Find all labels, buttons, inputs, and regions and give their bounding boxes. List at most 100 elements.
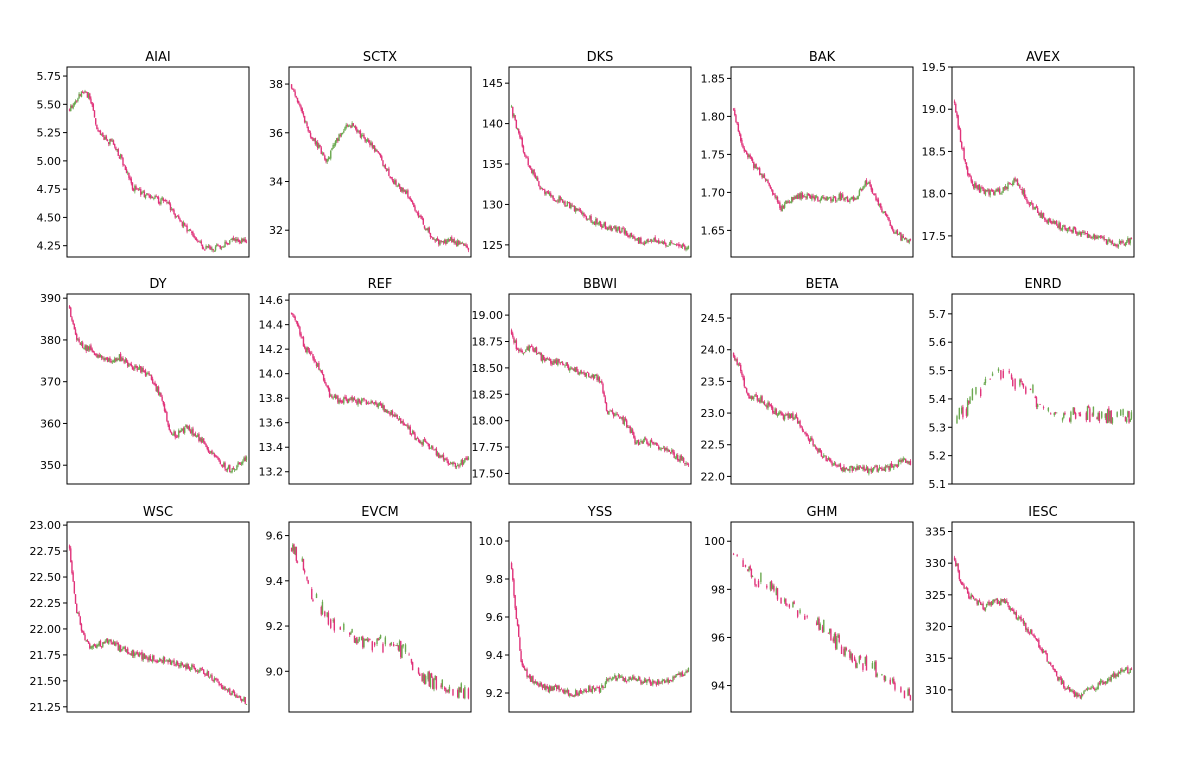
y-tick-label: 1.70 xyxy=(701,186,726,199)
candle-body xyxy=(792,413,794,419)
candle-body xyxy=(376,404,378,407)
candle-body xyxy=(652,240,654,242)
candle-body xyxy=(598,221,601,224)
candle-body xyxy=(162,401,165,405)
candle-body xyxy=(112,360,115,363)
candle-body xyxy=(373,642,376,646)
candle-body xyxy=(131,366,134,370)
candle-body xyxy=(371,143,373,148)
candle-body xyxy=(655,682,658,686)
candle-body xyxy=(1101,411,1103,418)
candle-body xyxy=(772,585,774,590)
candle-body xyxy=(136,188,138,190)
plot-frame xyxy=(66,66,250,258)
candle-body xyxy=(1124,668,1127,671)
candle-body xyxy=(559,689,561,691)
candle-body xyxy=(434,676,436,680)
candle-body xyxy=(81,92,84,94)
candle-body xyxy=(875,465,877,467)
candle-body xyxy=(159,392,161,396)
candle-body xyxy=(184,223,186,226)
candle-body xyxy=(955,560,957,567)
candle-body xyxy=(755,394,757,396)
candle-body xyxy=(839,464,842,468)
candle-body xyxy=(588,373,590,377)
candle-body xyxy=(346,399,349,403)
candle-body xyxy=(292,313,294,315)
candle-body xyxy=(1008,182,1010,184)
candle-body xyxy=(1101,237,1103,239)
candle-body xyxy=(362,398,364,400)
candle-body xyxy=(800,193,802,199)
candle-body xyxy=(781,205,783,211)
candle-body xyxy=(179,665,181,668)
y-tick-label: 9.0 xyxy=(266,665,284,678)
candle-body xyxy=(980,601,982,605)
candle-body xyxy=(824,197,826,200)
candle-body xyxy=(207,449,210,453)
candle-body xyxy=(416,212,419,214)
candle-body xyxy=(578,209,580,210)
candle-body xyxy=(445,688,447,692)
y-tick-label: 22.75 xyxy=(30,545,62,558)
candle-body xyxy=(615,413,617,415)
candle-body xyxy=(441,455,443,458)
candle-body xyxy=(597,687,599,689)
candle-body xyxy=(1109,679,1111,681)
candle-body xyxy=(111,140,114,142)
candle-body xyxy=(956,416,958,424)
panel-title: GHM xyxy=(806,505,837,520)
candle-body xyxy=(137,189,140,191)
candle-body xyxy=(899,232,901,234)
candle-body xyxy=(864,469,867,471)
candle-body xyxy=(542,684,545,688)
candle-body xyxy=(609,677,611,679)
candle-body xyxy=(210,246,212,250)
candle-body xyxy=(201,668,204,670)
candle-body xyxy=(224,241,226,248)
candle-body xyxy=(176,215,179,217)
candle-body xyxy=(68,109,71,111)
candle-body xyxy=(129,364,131,365)
candle-body xyxy=(169,430,172,433)
candle-body xyxy=(850,653,852,659)
candle-body xyxy=(1116,245,1118,247)
candle-body xyxy=(611,410,614,413)
candle-body xyxy=(767,402,769,409)
candle-body xyxy=(186,425,188,428)
candle-body xyxy=(889,463,891,471)
candle-body xyxy=(823,619,825,632)
candle-body xyxy=(671,450,673,452)
candle-body xyxy=(884,466,887,472)
candle-body xyxy=(571,368,573,369)
candle-body xyxy=(147,658,149,661)
candle-body xyxy=(964,587,966,589)
candle-body xyxy=(850,465,852,468)
candle-body xyxy=(622,676,624,681)
candle-body xyxy=(92,350,95,353)
candle-body xyxy=(229,240,231,244)
candle-body xyxy=(447,689,449,693)
candle-body xyxy=(874,193,876,195)
candle-body xyxy=(744,150,747,152)
plot-frame xyxy=(730,66,914,258)
candle-body xyxy=(74,594,77,604)
candle-body xyxy=(570,205,572,209)
candle-body xyxy=(572,205,574,207)
candle-body xyxy=(527,158,529,166)
candle-body xyxy=(1070,411,1072,422)
candle-body xyxy=(998,188,1001,194)
y-tick-label: 22.5 xyxy=(701,439,726,452)
candle-body xyxy=(204,673,206,675)
candle-body xyxy=(824,455,826,457)
candle-body xyxy=(104,136,106,140)
candle-body xyxy=(1014,611,1016,614)
candle-body xyxy=(666,678,668,681)
candle-body xyxy=(146,373,148,376)
candles xyxy=(290,543,470,700)
candle-body xyxy=(172,660,174,662)
candle-body xyxy=(637,237,640,244)
candle-body xyxy=(344,396,346,398)
candle-body xyxy=(153,655,155,660)
candle-body xyxy=(984,189,987,195)
